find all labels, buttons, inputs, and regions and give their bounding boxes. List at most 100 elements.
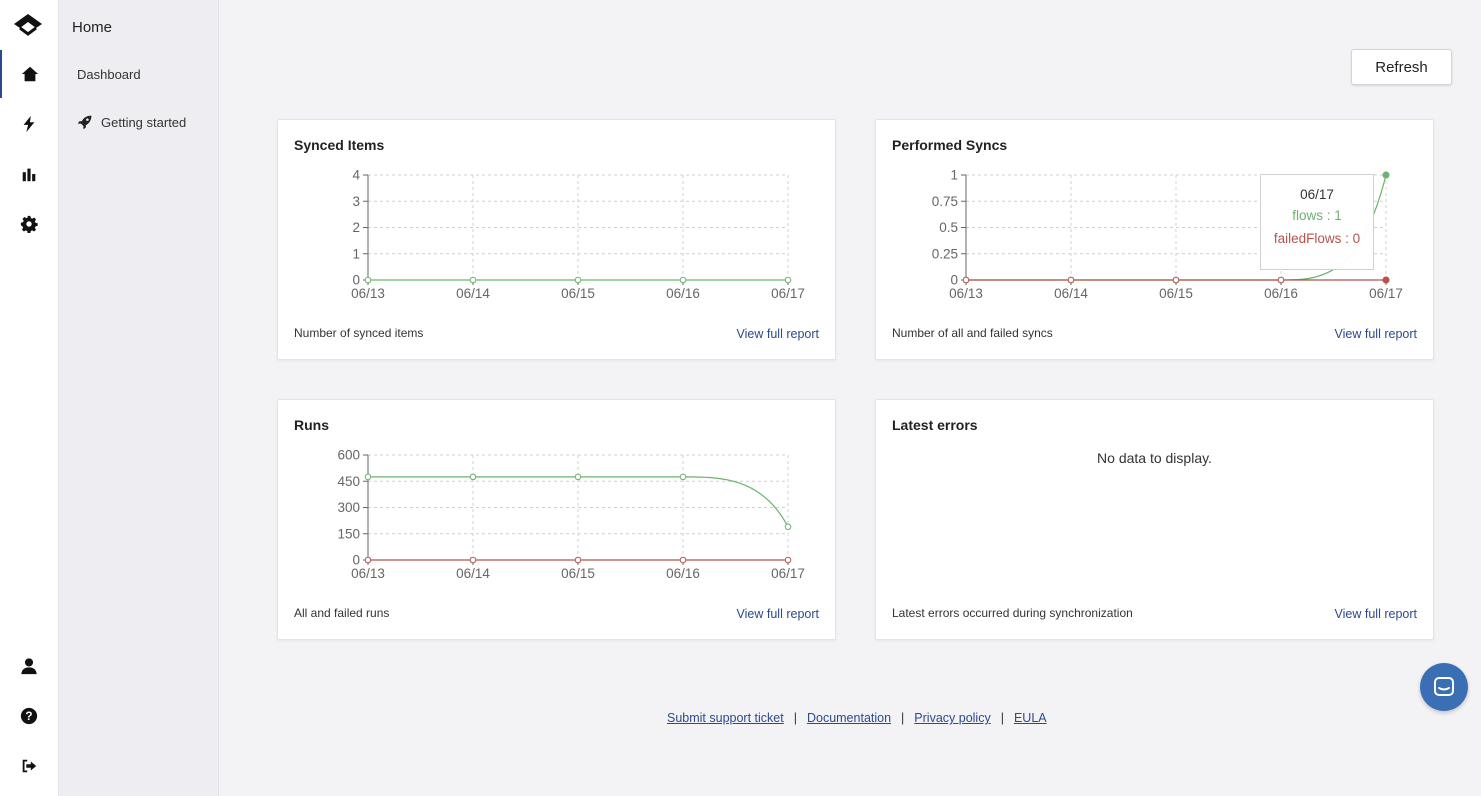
- performed-syncs-chart: 1 0.75 0.5 0.25 006/13 06/14 06/15 06/16 06/17: [932, 168, 1403, 302]
- nav-help[interactable]: ?: [0, 692, 58, 740]
- view-full-report-link[interactable]: View full report: [1334, 327, 1417, 341]
- data-point: [574, 276, 582, 284]
- y-tick-label: 3: [352, 194, 360, 209]
- data-point: [574, 556, 582, 564]
- x-tick-label: 06/13: [949, 286, 983, 301]
- y-tick-label: 0.5: [939, 220, 958, 235]
- rocket-icon: [77, 115, 92, 130]
- tooltip-failed-flows: failedFlows : 0: [1273, 231, 1361, 246]
- card-description: Number of all and failed syncs: [892, 326, 1053, 340]
- sidebar-item-getting-started[interactable]: Getting started: [77, 114, 186, 130]
- view-full-report-link[interactable]: View full report: [736, 607, 819, 621]
- card-description: Latest errors occurred during synchroniz…: [892, 606, 1133, 620]
- y-tick-label: 0.75: [932, 194, 958, 209]
- card-description: All and failed runs: [294, 606, 390, 620]
- y-tick-label: 0: [352, 553, 360, 568]
- data-point: [1382, 276, 1390, 284]
- synced-items-chart: 4 3 2 1 006/13 06/14 06/15 06/16 06/17: [351, 168, 805, 302]
- chat-launcher-button[interactable]: [1420, 663, 1468, 711]
- submit-support-ticket-link[interactable]: Submit support ticket: [667, 711, 784, 725]
- nav-reports[interactable]: [0, 150, 58, 198]
- footer-links: Submit support ticket | Documentation | …: [667, 711, 1047, 725]
- empty-state-text: No data to display.: [1097, 450, 1212, 466]
- footer-separator: |: [793, 711, 797, 725]
- x-tick-label: 06/14: [456, 566, 490, 581]
- y-tick-label: 4: [352, 168, 360, 183]
- x-tick-label: 06/16: [1264, 286, 1298, 301]
- logo[interactable]: [10, 10, 46, 38]
- y-tick-label: 0: [950, 273, 958, 288]
- x-tick-label: 06/14: [456, 286, 490, 301]
- view-full-report-link[interactable]: View full report: [1334, 607, 1417, 621]
- data-point: [364, 276, 372, 284]
- y-tick-label: 1: [352, 246, 360, 261]
- help-icon: ?: [20, 707, 38, 725]
- runs-card: Runs 600 450 300 150 0 06/13 06/14 06/15 06/16 06…: [277, 399, 836, 640]
- y-tick-label: 2: [352, 220, 360, 235]
- nav-home[interactable]: [0, 50, 58, 98]
- x-tick-label: 06/15: [561, 566, 595, 581]
- data-point: [364, 473, 372, 481]
- x-tick-label: 06/15: [561, 286, 595, 301]
- nav-settings[interactable]: [0, 200, 58, 248]
- tooltip-date: 06/17: [1300, 187, 1334, 202]
- synced-items-card: Synced Items 4 3 2 1 0 06/13 06/14 06/15 06/16 06…: [277, 119, 836, 360]
- data-point: [679, 556, 687, 564]
- series-line: [368, 476, 789, 528]
- footer-separator: |: [901, 711, 905, 725]
- documentation-link[interactable]: Documentation: [806, 711, 892, 725]
- y-tick-label: 0.25: [932, 246, 958, 261]
- home-icon: [21, 66, 39, 82]
- data-point: [784, 556, 792, 564]
- data-point: [784, 523, 792, 531]
- y-tick-label: 1: [950, 168, 958, 183]
- data-point: [1382, 171, 1390, 179]
- data-point: [574, 473, 582, 481]
- latest-errors-card: Latest errors No data to display. Latest…: [875, 399, 1434, 640]
- data-point: [469, 473, 477, 481]
- user-icon: [21, 658, 37, 675]
- data-point: [1277, 276, 1285, 284]
- sub-navigation: Home Dashboard Getting started: [59, 0, 219, 796]
- nav-flows[interactable]: [0, 100, 58, 148]
- data-point: [962, 276, 970, 284]
- y-tick-label: 150: [337, 526, 360, 541]
- y-tick-label: 600: [337, 448, 360, 463]
- nav-profile[interactable]: [0, 642, 58, 690]
- card-description: Number of synced items: [294, 326, 424, 340]
- gear-icon: [20, 215, 38, 233]
- data-point: [364, 556, 372, 564]
- x-tick-label: 06/15: [1159, 286, 1193, 301]
- data-point: [1067, 276, 1075, 284]
- data-point: [784, 276, 792, 284]
- card-title: Runs: [294, 417, 329, 433]
- card-title: Performed Syncs: [892, 137, 1008, 153]
- nav-logout[interactable]: [0, 742, 58, 790]
- eula-link[interactable]: EULA: [1013, 711, 1047, 725]
- x-tick-label: 06/13: [351, 566, 385, 581]
- data-point: [679, 473, 687, 481]
- tooltip-flows: flows : 1: [1292, 208, 1342, 223]
- performed-syncs-card: Performed Syncs 1 0.75 0.5 0.25 0 06/13 06/14 0…: [875, 119, 1434, 360]
- x-tick-label: 06/17: [771, 566, 805, 581]
- card-title: Latest errors: [892, 417, 978, 433]
- x-tick-label: 06/16: [666, 286, 700, 301]
- bar-chart-icon: [22, 168, 36, 182]
- view-full-report-link[interactable]: View full report: [736, 327, 819, 341]
- data-point: [679, 276, 687, 284]
- x-tick-label: 06/17: [1369, 286, 1403, 301]
- sidebar-item-dashboard[interactable]: Dashboard: [77, 67, 141, 82]
- chart-tooltip: 06/17 flows : 1 failedFlows : 0: [1260, 174, 1374, 270]
- card-title: Synced Items: [294, 137, 385, 153]
- y-tick-label: 0: [352, 273, 360, 288]
- refresh-button[interactable]: Refresh: [1351, 49, 1452, 85]
- sidebar-item-label: Dashboard: [77, 67, 141, 82]
- x-tick-label: 06/14: [1054, 286, 1088, 301]
- privacy-policy-link[interactable]: Privacy policy: [914, 711, 991, 725]
- data-point: [1172, 276, 1180, 284]
- sidebar-item-label: Getting started: [101, 114, 187, 130]
- x-tick-label: 06/16: [666, 566, 700, 581]
- y-tick-label: 300: [337, 500, 360, 515]
- y-tick-label: 450: [337, 474, 360, 489]
- footer-separator: |: [1000, 711, 1004, 725]
